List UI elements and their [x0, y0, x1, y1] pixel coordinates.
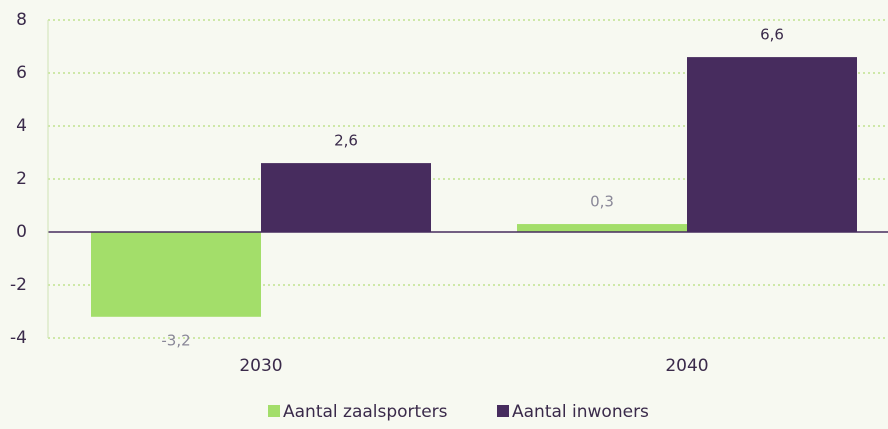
bar — [517, 224, 687, 232]
value-label: -3,2 — [161, 331, 190, 349]
legend-label: Aantal zaalsporters — [283, 402, 448, 422]
value-label: 6,6 — [760, 26, 784, 44]
y-tick-label: 4 — [16, 116, 27, 136]
legend-label: Aantal inwoners — [512, 402, 649, 422]
y-tick-label: -4 — [10, 328, 27, 348]
x-tick-label: 2030 — [239, 356, 282, 376]
x-tick-label: 2040 — [665, 356, 708, 376]
y-tick-label: 0 — [16, 222, 27, 242]
y-tick-label: 8 — [16, 10, 27, 30]
value-label: 2,6 — [334, 132, 358, 150]
y-tick-label: 2 — [16, 169, 27, 189]
value-label: 0,3 — [590, 193, 614, 211]
legend-swatch — [268, 405, 280, 417]
bar — [687, 57, 857, 232]
bar — [261, 163, 431, 232]
y-tick-label: -2 — [10, 275, 27, 295]
y-tick-label: 6 — [16, 63, 27, 83]
bar — [91, 232, 261, 317]
legend-swatch — [497, 405, 509, 417]
